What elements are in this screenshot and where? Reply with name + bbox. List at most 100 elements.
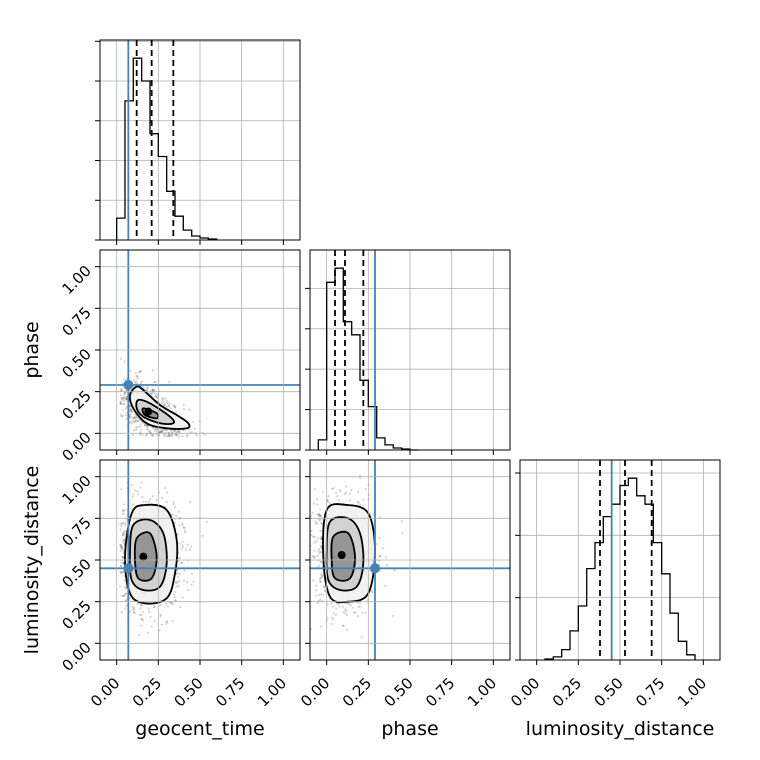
joint-geocent_time-phase-sample <box>133 417 136 420</box>
joint-phase-luminosity_distance-sample <box>319 518 322 521</box>
joint-phase-luminosity_distance-sample <box>378 555 381 558</box>
joint-geocent_time-luminosity_distance-xtick-label-0: 0.00 <box>87 674 123 710</box>
joint-geocent_time-phase-sample <box>165 428 168 431</box>
joint-geocent_time-luminosity_distance-sample <box>171 513 174 516</box>
joint-geocent_time-phase-sample <box>146 387 149 390</box>
joint-geocent_time-luminosity_distance-sample <box>131 503 134 506</box>
joint-geocent_time-phase-sample <box>153 427 156 430</box>
joint-geocent_time-phase-sample <box>168 402 171 405</box>
joint-geocent_time-luminosity_distance-sample <box>118 585 122 588</box>
joint-geocent_time-phase-sample <box>145 434 148 437</box>
joint-geocent_time-luminosity_distance-sample <box>119 544 122 547</box>
joint-geocent_time-phase-sample <box>120 398 123 401</box>
joint-phase-luminosity_distance-sample <box>328 502 332 505</box>
joint-geocent_time-phase-sample <box>135 428 138 432</box>
joint-geocent_time-phase-sample <box>148 392 151 395</box>
joint-geocent_time-phase-sample <box>153 388 156 391</box>
joint-geocent_time-phase-sample <box>144 423 147 426</box>
joint-geocent_time-phase-sample <box>150 392 153 395</box>
joint-geocent_time-phase-sample <box>168 405 171 408</box>
joint-geocent_time-phase-ytick-label-2: 0.50 <box>58 345 94 381</box>
joint-geocent_time-phase-sample <box>161 430 164 433</box>
joint-geocent_time-phase-sample <box>135 426 138 429</box>
joint-geocent_time-phase-sample <box>135 380 138 383</box>
joint-geocent_time-luminosity_distance-sample <box>175 514 178 517</box>
joint-phase-luminosity_distance-sample <box>320 572 323 575</box>
joint-geocent_time-luminosity_distance-sample <box>124 586 127 589</box>
joint-phase-luminosity_distance-sample <box>346 614 349 617</box>
joint-geocent_time-luminosity_distance-sample <box>123 509 126 512</box>
joint-geocent_time-luminosity_distance-sample <box>159 613 162 616</box>
joint-geocent_time-luminosity_distance-sample <box>165 500 168 503</box>
joint-phase-luminosity_distance-sample <box>348 499 352 502</box>
joint-geocent_time-phase-sample <box>133 420 136 424</box>
joint-geocent_time-luminosity_distance-sample <box>176 572 179 575</box>
joint-geocent_time-luminosity_distance-sample <box>183 529 186 532</box>
joint-geocent_time-phase-sample <box>134 372 137 375</box>
joint-geocent_time-luminosity_distance-sample <box>166 621 169 624</box>
joint-geocent_time-phase-sample <box>173 405 176 408</box>
joint-phase-luminosity_distance-sample <box>318 548 321 551</box>
joint-geocent_time-luminosity_distance-sample <box>124 592 127 596</box>
joint-phase-luminosity_distance-sample <box>344 612 347 615</box>
joint-geocent_time-luminosity_distance-sample <box>122 532 125 535</box>
joint-geocent_time-phase-sample <box>139 382 142 385</box>
joint-geocent_time-phase-sample <box>148 430 151 433</box>
joint-geocent_time-phase-sample <box>174 405 177 408</box>
joint-geocent_time-phase-sample <box>129 407 132 410</box>
joint-phase-luminosity_distance-sample <box>384 556 387 559</box>
joint-geocent_time-phase-ytick-label-0: 0.00 <box>58 428 94 464</box>
joint-geocent_time-luminosity_distance-sample <box>120 544 123 547</box>
joint-geocent_time-luminosity_distance-sample <box>182 545 185 548</box>
joint-geocent_time-luminosity_distance-sample <box>175 582 178 585</box>
joint-geocent_time-phase-contour-1 <box>135 398 175 426</box>
joint-phase-luminosity_distance-sample <box>356 615 359 618</box>
joint-geocent_time-luminosity_distance-sample <box>132 607 136 610</box>
joint-geocent_time-phase-peak <box>144 407 153 416</box>
joint-phase-luminosity_distance-peak <box>337 551 346 559</box>
joint-geocent_time-luminosity_distance-ytick-label-4: 1.00 <box>58 472 94 508</box>
joint-phase-luminosity_distance-sample <box>332 487 335 490</box>
joint-phase-luminosity_distance-sample <box>318 580 321 583</box>
joint-phase-luminosity_distance-sample <box>345 609 348 612</box>
joint-geocent_time-luminosity_distance-sample <box>125 592 128 595</box>
joint-geocent_time-phase-sample <box>144 423 147 426</box>
joint-geocent_time-luminosity_distance-sample <box>175 585 178 588</box>
joint-phase-luminosity_distance <box>309 460 510 660</box>
joint-geocent_time-luminosity_distance-sample <box>120 525 123 528</box>
joint-geocent_time-phase-sample <box>155 395 158 399</box>
joint-geocent_time-phase-sample <box>119 400 122 403</box>
joint-geocent_time-luminosity_distance-ytick-label-1: 0.25 <box>58 597 94 633</box>
joint-phase-luminosity_distance-sample <box>372 513 375 517</box>
joint-phase-luminosity_distance-sample <box>312 502 315 505</box>
joint-geocent_time-phase-sample <box>145 388 148 391</box>
joint-geocent_time-phase-sample <box>191 420 194 424</box>
joint-phase-luminosity_distance-sample <box>341 605 344 608</box>
joint-geocent_time-phase-sample <box>119 357 122 360</box>
joint-phase-luminosity_distance-sample <box>315 594 318 597</box>
joint-geocent_time-phase-sample <box>151 434 154 437</box>
joint-phase-luminosity_distance-sample <box>359 503 362 507</box>
joint-geocent_time-phase-sample <box>138 370 141 374</box>
joint-phase-luminosity_distance-sample <box>317 514 320 517</box>
joint-geocent_time-luminosity_distance-ytick-label-0: 0.00 <box>58 638 94 674</box>
joint-phase-luminosity_distance-sample <box>322 586 326 589</box>
joint-geocent_time-luminosity_distance-sample <box>146 631 150 634</box>
joint-geocent_time-phase-sample <box>123 393 126 396</box>
joint-geocent_time-phase-sample <box>148 430 151 433</box>
joint-geocent_time-phase-sample <box>174 406 177 409</box>
joint-geocent_time-luminosity_distance-sample <box>119 572 123 575</box>
joint-geocent_time-phase-sample <box>146 386 149 389</box>
joint-geocent_time-luminosity_distance-sample <box>124 523 127 527</box>
joint-geocent_time-phase-sample <box>158 431 161 434</box>
joint-phase-luminosity_distance-xtick-label-4: 1.00 <box>464 674 500 710</box>
joint-phase-luminosity_distance-sample <box>322 593 325 596</box>
joint-phase-luminosity_distance-sample <box>384 584 387 587</box>
joint-phase-luminosity_distance-sample <box>313 488 316 491</box>
joint-geocent_time-phase-sample <box>170 433 173 436</box>
joint-geocent_time-phase-sample <box>151 435 154 438</box>
joint-phase-luminosity_distance-sample <box>358 602 362 605</box>
joint-phase-luminosity_distance-sample <box>385 563 388 566</box>
joint-geocent_time-phase-sample <box>151 389 154 392</box>
joint-geocent_time-phase-sample <box>151 427 155 430</box>
